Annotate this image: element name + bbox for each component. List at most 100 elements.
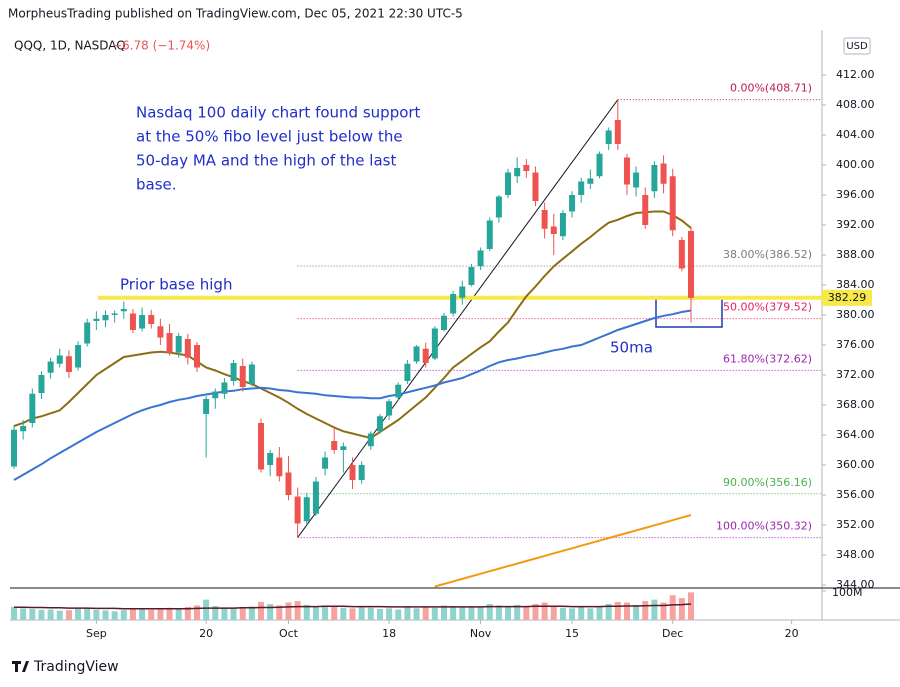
candle-body	[623, 157, 630, 185]
fib-label: 61.80%(372.62)	[723, 352, 812, 365]
y-tick-label: 408.00	[836, 98, 875, 111]
volume-bar	[29, 608, 36, 620]
volume-bar	[559, 607, 566, 620]
candle-body	[367, 433, 374, 447]
moving-average	[13, 210, 692, 440]
x-tick-label: 20	[785, 627, 799, 640]
candle-body	[267, 453, 274, 465]
candle-body	[285, 472, 292, 495]
volume-bar	[11, 606, 18, 620]
candle-body	[596, 153, 603, 177]
volume-bar	[541, 602, 548, 620]
fib-label: 0.00%(408.71)	[730, 82, 812, 95]
candle-body	[687, 231, 694, 298]
candle-body	[303, 497, 310, 522]
volume-bar	[248, 606, 255, 620]
candle-body	[157, 326, 164, 338]
candle-body	[678, 240, 685, 269]
last-price-box	[822, 289, 872, 306]
candle-body	[248, 364, 255, 384]
volume-bar	[193, 605, 200, 620]
candle-body	[376, 416, 383, 432]
fib-label: 100.00%(350.32)	[716, 520, 812, 533]
fib-label: 50.00%(379.52)	[723, 301, 812, 314]
candle-body	[486, 220, 493, 249]
candle-body	[358, 465, 365, 480]
candle-body	[578, 181, 585, 195]
candle-body	[239, 366, 246, 387]
volume-bar	[459, 606, 466, 620]
candle-body	[495, 196, 502, 218]
volume-bar	[569, 608, 576, 620]
volume-bar	[331, 606, 338, 620]
volume-bar	[678, 598, 685, 620]
trend-line	[297, 99, 619, 538]
candle-body	[459, 286, 466, 298]
logo-text: TradingView	[33, 659, 119, 675]
candle-body	[230, 363, 237, 381]
volume-bar	[294, 601, 301, 620]
volume-bar	[651, 599, 658, 620]
annotation: base.	[136, 176, 177, 194]
volume-bar	[285, 602, 292, 620]
candle-body	[505, 172, 512, 195]
volume-bar	[386, 608, 393, 620]
ma-label: 50ma	[610, 339, 653, 357]
volume-bar	[514, 604, 521, 620]
volume-bar	[422, 606, 429, 620]
volume-bar	[623, 602, 630, 620]
volume-bar	[358, 607, 365, 620]
candle-body	[440, 315, 447, 330]
candle-body	[258, 423, 265, 470]
volume-bar	[596, 606, 603, 620]
volume-bar	[633, 604, 640, 620]
volume-bar	[376, 608, 383, 620]
volume-ma	[14, 603, 692, 610]
volume-bar	[111, 611, 118, 620]
volume-bar	[303, 604, 310, 620]
support-label: Prior base high	[120, 275, 232, 293]
volume-bar	[230, 608, 237, 620]
volume-bar	[157, 608, 164, 620]
candle-body	[559, 213, 566, 237]
annotation: at the 50% fibo level just below the	[136, 128, 403, 146]
currency-box	[843, 37, 871, 55]
volume-bar	[440, 605, 447, 620]
volume-bar	[367, 607, 374, 620]
candle-body	[413, 346, 420, 362]
candle-body	[331, 441, 338, 450]
volume-bar	[532, 604, 539, 620]
volume-bar	[404, 606, 411, 620]
candle-body	[11, 429, 18, 467]
x-tick-label: Dec	[662, 627, 683, 640]
candle-body	[276, 457, 283, 477]
symbol: QQQ, 1D, NASDAQ	[14, 39, 126, 53]
volume-bar	[687, 592, 694, 620]
volume-bar	[129, 608, 136, 620]
candle-body	[514, 168, 521, 177]
candle-body	[523, 165, 530, 171]
candle-body	[193, 345, 200, 368]
volume-bar	[258, 601, 265, 620]
candle-body	[148, 315, 155, 324]
candle-body	[642, 195, 649, 225]
volume-bar	[468, 607, 475, 620]
y-tick-label: 368.00	[836, 398, 875, 411]
price-change: −6.78 (−1.74%)	[112, 39, 210, 53]
candle-body	[477, 250, 484, 267]
y-tick-label: 356.00	[836, 488, 875, 501]
annotation: 50-day MA and the high of the last	[136, 152, 396, 170]
volume-bar	[477, 606, 484, 620]
volume-bar	[56, 610, 63, 620]
y-tick-label: 396.00	[836, 188, 875, 201]
volume-bar	[102, 610, 109, 620]
candle-body	[29, 393, 36, 423]
candle-body	[532, 172, 539, 201]
y-tick-label: 344.00	[836, 578, 875, 591]
candle-body	[340, 446, 347, 450]
candle-body	[184, 339, 191, 358]
volume-bar	[47, 609, 54, 620]
currency: USD	[846, 41, 868, 52]
candle-body	[139, 315, 146, 329]
